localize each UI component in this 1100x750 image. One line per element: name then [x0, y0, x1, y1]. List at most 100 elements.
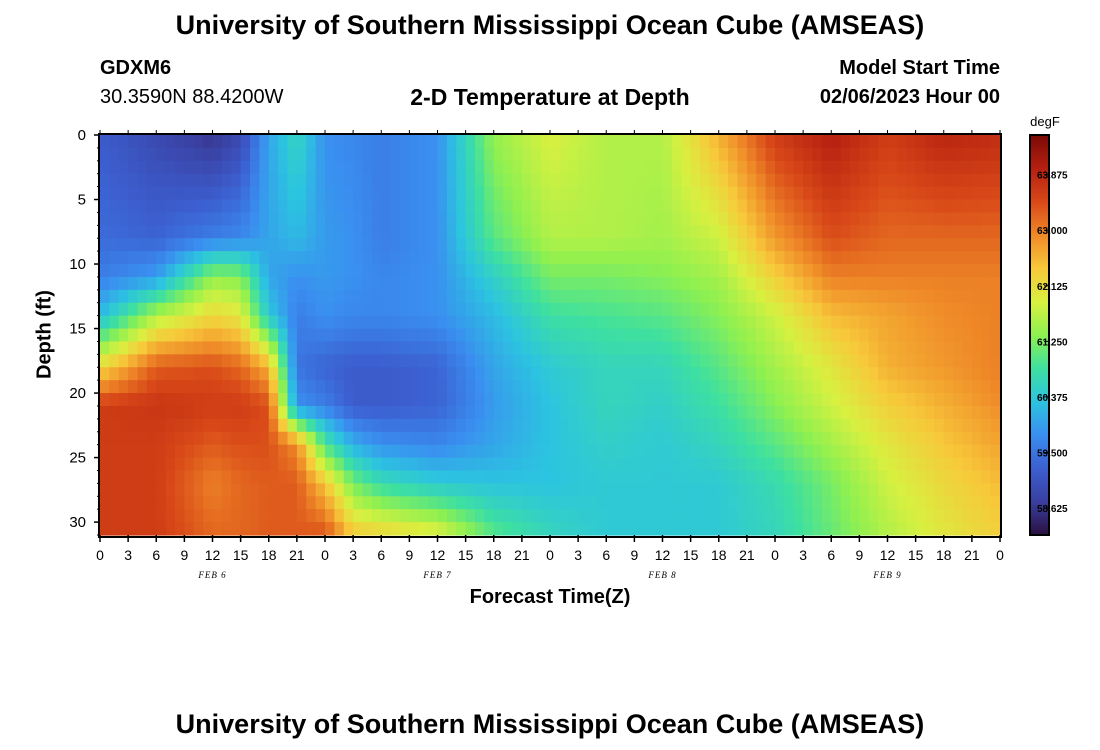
heatmap-cell [334, 328, 345, 343]
heatmap-cell [878, 444, 889, 459]
heatmap-cell [128, 393, 139, 407]
heatmap-cell [606, 212, 617, 226]
heatmap-cell [765, 160, 776, 175]
heatmap-cell [690, 405, 701, 420]
heatmap-cell [550, 470, 560, 484]
heatmap-cell [784, 405, 795, 420]
heatmap-cell [540, 457, 551, 472]
heatmap-cell [278, 483, 289, 497]
heatmap-cell [643, 199, 654, 214]
heatmap-cell [775, 367, 785, 381]
heatmap-cell [287, 302, 298, 317]
heatmap-cell [203, 367, 214, 381]
heatmap-cell [446, 238, 457, 252]
heatmap-cell [456, 496, 467, 510]
heatmap-cell [878, 341, 889, 355]
heatmap-cell [690, 225, 701, 239]
heatmap-cell [850, 199, 860, 214]
heatmap-cell [662, 509, 673, 523]
heatmap-cell [334, 199, 345, 214]
heatmap-cell [690, 147, 701, 162]
heatmap-cell [878, 225, 889, 239]
heatmap-cell [240, 199, 251, 214]
heatmap-cell [690, 199, 701, 214]
heatmap-cell [325, 186, 335, 201]
heatmap-cell [531, 367, 542, 381]
heatmap-cell [868, 457, 879, 472]
heatmap-cell [118, 457, 129, 472]
heatmap-cell [381, 380, 392, 394]
heatmap-cell [587, 147, 598, 162]
heatmap-cell [784, 444, 795, 459]
heatmap-cell [493, 173, 504, 188]
heatmap-cell [756, 405, 767, 420]
heatmap-cell [953, 328, 964, 343]
heatmap-cell [493, 147, 504, 162]
heatmap-cell [896, 341, 907, 355]
heatmap-cell [400, 522, 410, 536]
heatmap-cell [737, 483, 748, 497]
heatmap-cell [212, 341, 223, 355]
heatmap-cell [325, 444, 335, 459]
heatmap-cell [259, 276, 270, 291]
heatmap-cell [943, 173, 954, 188]
heatmap-cell [418, 457, 429, 472]
heatmap-cell [746, 470, 757, 484]
heatmap-cell [353, 135, 364, 149]
heatmap-cell [531, 276, 542, 291]
heatmap-cell [775, 341, 785, 355]
plot-title: 2-D Temperature at Depth [410, 84, 690, 110]
heatmap-cell [221, 483, 232, 497]
heatmap-cell [671, 251, 682, 265]
heatmap-cell [840, 302, 851, 317]
heatmap-cell [981, 147, 992, 162]
heatmap-cell [887, 225, 898, 239]
heatmap-cell [718, 509, 729, 523]
heatmap-cell [831, 289, 842, 304]
heatmap-cell [690, 457, 701, 472]
heatmap-cell [521, 160, 532, 175]
heatmap-cell [915, 444, 926, 459]
heatmap-cell [100, 186, 110, 201]
heatmap-cell [775, 212, 785, 226]
heatmap-cell [643, 444, 654, 459]
heatmap-cell [756, 328, 767, 343]
heatmap-cell [296, 173, 307, 188]
heatmap-cell [362, 315, 373, 330]
heatmap-cell [175, 328, 185, 343]
heatmap-cell [428, 315, 439, 330]
heatmap-cell [287, 405, 298, 420]
heatmap-cell [428, 431, 439, 446]
heatmap-cell [643, 522, 654, 536]
heatmap-cell [700, 444, 710, 459]
heatmap-cell [728, 186, 739, 201]
heatmap-cell [615, 496, 626, 510]
heatmap-cell [896, 405, 907, 420]
heatmap-cell [512, 393, 523, 407]
heatmap-cell [418, 431, 429, 446]
heatmap-cell [512, 238, 523, 252]
heatmap-cell [587, 199, 598, 214]
heatmap-cell [634, 341, 645, 355]
heatmap-cell [953, 341, 964, 355]
heatmap-cell [568, 238, 579, 252]
heatmap-cell [146, 405, 157, 420]
heatmap-cell [409, 444, 420, 459]
heatmap-cell [193, 276, 204, 291]
heatmap-cell [681, 225, 692, 239]
heatmap-cell [400, 405, 410, 420]
heatmap-cell [446, 225, 457, 239]
heatmap-cell [925, 457, 935, 472]
heatmap-cell [156, 199, 167, 214]
heatmap-cell [962, 509, 973, 523]
heatmap-cell [521, 380, 532, 394]
heatmap-cell [868, 276, 879, 291]
heatmap-cell [334, 341, 345, 355]
heatmap-cell [128, 341, 139, 355]
heatmap-cell [681, 470, 692, 484]
heatmap-cell [943, 289, 954, 304]
heatmap-cell [906, 212, 917, 226]
heatmap-cell [221, 238, 232, 252]
heatmap-cell [625, 380, 635, 394]
heatmap-cell [925, 367, 935, 381]
